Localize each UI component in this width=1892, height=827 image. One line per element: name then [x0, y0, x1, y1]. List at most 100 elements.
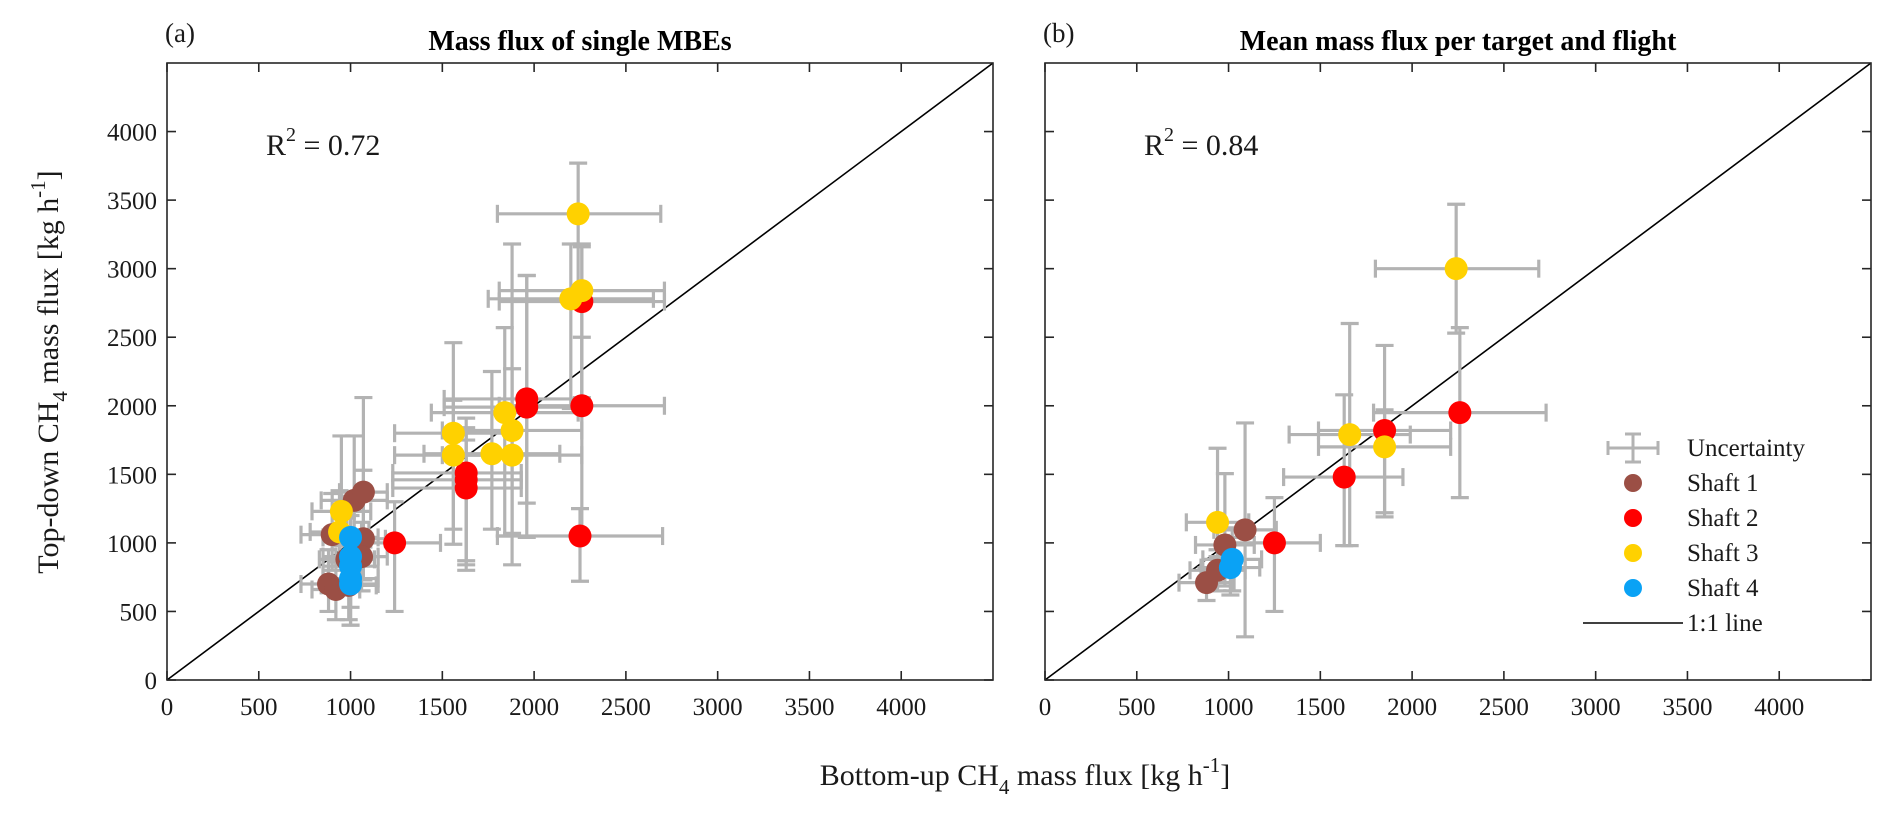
- legend-label: Uncertainty: [1687, 435, 1806, 462]
- legend-item-uncertainty: Uncertainty: [1606, 432, 1806, 464]
- data-point: [1444, 257, 1468, 281]
- r2-value: = 0.84: [1174, 129, 1258, 162]
- y-axis-label: Top-down CH4 mass flux [kg h-1]: [26, 170, 72, 573]
- y-tick-label: 1000: [107, 531, 157, 558]
- panel-a-r2-annotation: R2 = 0.72: [266, 124, 380, 162]
- y-axis-label-subscript: 4: [48, 391, 72, 402]
- legend-label: Shaft 3: [1687, 540, 1759, 567]
- legend-label: Shaft 1: [1687, 470, 1759, 497]
- data-point: [566, 202, 590, 226]
- data-point: [454, 461, 478, 485]
- panel-a-title: Mass flux of single MBEs: [428, 26, 731, 57]
- y-tick-label: 1500: [107, 462, 157, 489]
- panel-a-letter: (a): [165, 18, 195, 48]
- panel-b-one-to-one-line: [1044, 62, 1872, 681]
- y-tick-label: 0: [145, 668, 158, 695]
- data-point: [500, 418, 524, 442]
- data-point: [1373, 435, 1397, 459]
- y-axis-label-text-2: mass flux [kg h: [32, 198, 65, 391]
- data-point: [570, 279, 594, 303]
- y-axis-label-superscript: -1: [26, 180, 50, 198]
- data-point: [493, 401, 517, 425]
- legend-item-shaft4: Shaft 4: [1624, 575, 1759, 602]
- x-tick-label: 0: [161, 694, 174, 721]
- x-axis-label-text: Bottom-up CH: [820, 759, 999, 792]
- panel-a-axes-frame: [166, 62, 994, 681]
- x-tick-label: 0: [1039, 694, 1052, 721]
- marker-icon: [1624, 544, 1642, 562]
- data-point: [1218, 556, 1242, 580]
- x-axis-label: Bottom-up CH4 mass flux [kg h-1]: [820, 753, 1231, 799]
- marker-icon: [1624, 579, 1642, 597]
- legend-item-shaft2: Shaft 2: [1624, 505, 1759, 532]
- panel-b-plot-area: 0 500 1000 1500 2000 2500 3000 3500 4000: [1039, 62, 1872, 721]
- x-tick-label: 500: [1118, 694, 1156, 721]
- data-point: [515, 387, 539, 411]
- x-tick-label: 1000: [326, 694, 376, 721]
- data-point: [568, 524, 592, 548]
- data-point: [329, 499, 353, 523]
- x-tick-label: 1500: [1295, 694, 1345, 721]
- data-point: [570, 394, 594, 418]
- r2-sup: 2: [1164, 124, 1174, 146]
- data-point: [1332, 465, 1356, 489]
- y-tick-label: 500: [120, 599, 158, 626]
- x-axis-label-text-2: mass flux [kg h: [1009, 759, 1202, 792]
- y-tick-label: 4000: [107, 120, 157, 147]
- x-tick-label: 3500: [784, 694, 834, 721]
- r2-label: R: [266, 129, 286, 162]
- panel-b-letter: (b): [1043, 18, 1074, 48]
- y-axis-label-text: Top-down CH: [32, 402, 65, 574]
- r2-label: R: [1144, 129, 1164, 162]
- data-point: [1338, 423, 1362, 447]
- y-tick-label: 2500: [107, 325, 157, 352]
- legend-item-shaft3: Shaft 3: [1624, 540, 1759, 567]
- legend-item-shaft1: Shaft 1: [1624, 470, 1759, 497]
- x-tick-label: 3500: [1662, 694, 1712, 721]
- data-point: [1373, 418, 1397, 442]
- data-point: [480, 442, 504, 466]
- data-point: [351, 480, 375, 504]
- legend-label: 1:1 line: [1687, 610, 1763, 637]
- legend-label: Shaft 4: [1687, 575, 1759, 602]
- legend-item-one-to-one: 1:1 line: [1583, 610, 1763, 637]
- x-tick-label: 500: [240, 694, 278, 721]
- data-point: [1233, 518, 1257, 542]
- x-tick-label: 2000: [1387, 694, 1437, 721]
- panel-b-title: Mean mass flux per target and flight: [1240, 26, 1677, 57]
- x-axis-label-superscript: -1: [1203, 753, 1221, 777]
- data-point: [1262, 531, 1286, 555]
- x-tick-label: 1500: [417, 694, 467, 721]
- panel-b-series-shaft-2: [1262, 401, 1472, 555]
- panel-a-series-shaft-2: [383, 290, 594, 555]
- panel-a-series-shaft-4: [339, 525, 363, 596]
- panel-b-series-shaft-4: [1218, 547, 1244, 580]
- x-tick-label: 2500: [601, 694, 651, 721]
- x-tick-label: 3000: [693, 694, 743, 721]
- r2-value: = 0.72: [296, 129, 380, 162]
- panel-a-plot-area: 0 500 1000 1500 2000 2500 3000 3500 4000 0 500 1000…: [107, 62, 994, 721]
- panel-a-series-shaft-3: [328, 202, 594, 544]
- panel-b-series-shaft-3: [1206, 257, 1468, 534]
- data-point: [339, 525, 363, 549]
- data-point: [1206, 510, 1230, 534]
- x-tick-label: 3000: [1571, 694, 1621, 721]
- x-tick-label: 4000: [876, 694, 926, 721]
- r2-sup: 2: [286, 124, 296, 146]
- y-tick-label: 2000: [107, 394, 157, 421]
- marker-icon: [1624, 509, 1642, 527]
- panel-b-axes-frame: [1044, 62, 1872, 681]
- panel-a-one-to-one-line: [166, 62, 994, 681]
- data-point: [441, 421, 465, 445]
- x-tick-label: 2500: [1479, 694, 1529, 721]
- x-tick-label: 4000: [1754, 694, 1804, 721]
- error-bar: [497, 242, 667, 402]
- panel-a: (a) Mass flux of single MBEs 0 500 1000 150…: [107, 18, 994, 721]
- data-point: [383, 531, 407, 555]
- marker-icon: [1624, 474, 1642, 492]
- y-axis-label-end: ]: [32, 170, 65, 180]
- y-tick-label: 3000: [107, 257, 157, 284]
- x-axis-label-subscript: 4: [999, 775, 1010, 799]
- y-tick-label: 3500: [107, 188, 157, 215]
- legend-label: Shaft 2: [1687, 505, 1759, 532]
